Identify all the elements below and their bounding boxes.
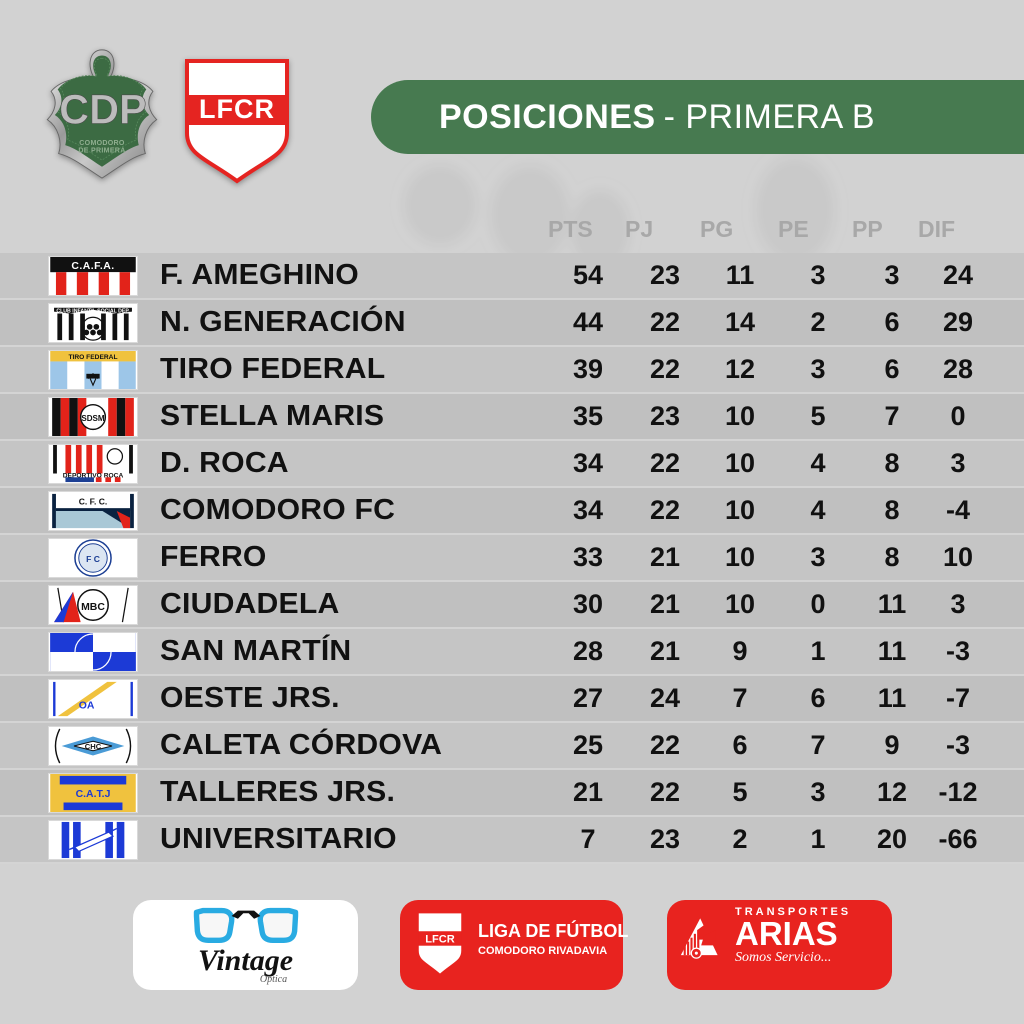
svg-text:SDSM: SDSM bbox=[81, 413, 105, 422]
svg-text:COMODORO: COMODORO bbox=[79, 140, 125, 147]
svg-text:CDP: CDP bbox=[59, 85, 147, 132]
svg-text:DE PRIMERA: DE PRIMERA bbox=[78, 148, 125, 155]
svg-text:C.A.F.A.: C.A.F.A. bbox=[71, 260, 114, 271]
svg-text:LFCR: LFCR bbox=[199, 94, 275, 124]
svg-text:LFCR: LFCR bbox=[425, 933, 454, 945]
svg-text:C. F. C.: C. F. C. bbox=[79, 496, 108, 506]
svg-text:CLUB INFANTIL SOCIAL DEP.: CLUB INFANTIL SOCIAL DEP. bbox=[56, 308, 130, 314]
svg-text:CHC: CHC bbox=[85, 741, 102, 750]
svg-text:C.A.T.J: C.A.T.J bbox=[76, 788, 111, 799]
svg-text:F C: F C bbox=[86, 553, 100, 563]
svg-text:MBC: MBC bbox=[81, 601, 105, 612]
svg-text:OA: OA bbox=[79, 700, 95, 711]
svg-text:TIRO FEDERAL: TIRO FEDERAL bbox=[68, 354, 117, 361]
